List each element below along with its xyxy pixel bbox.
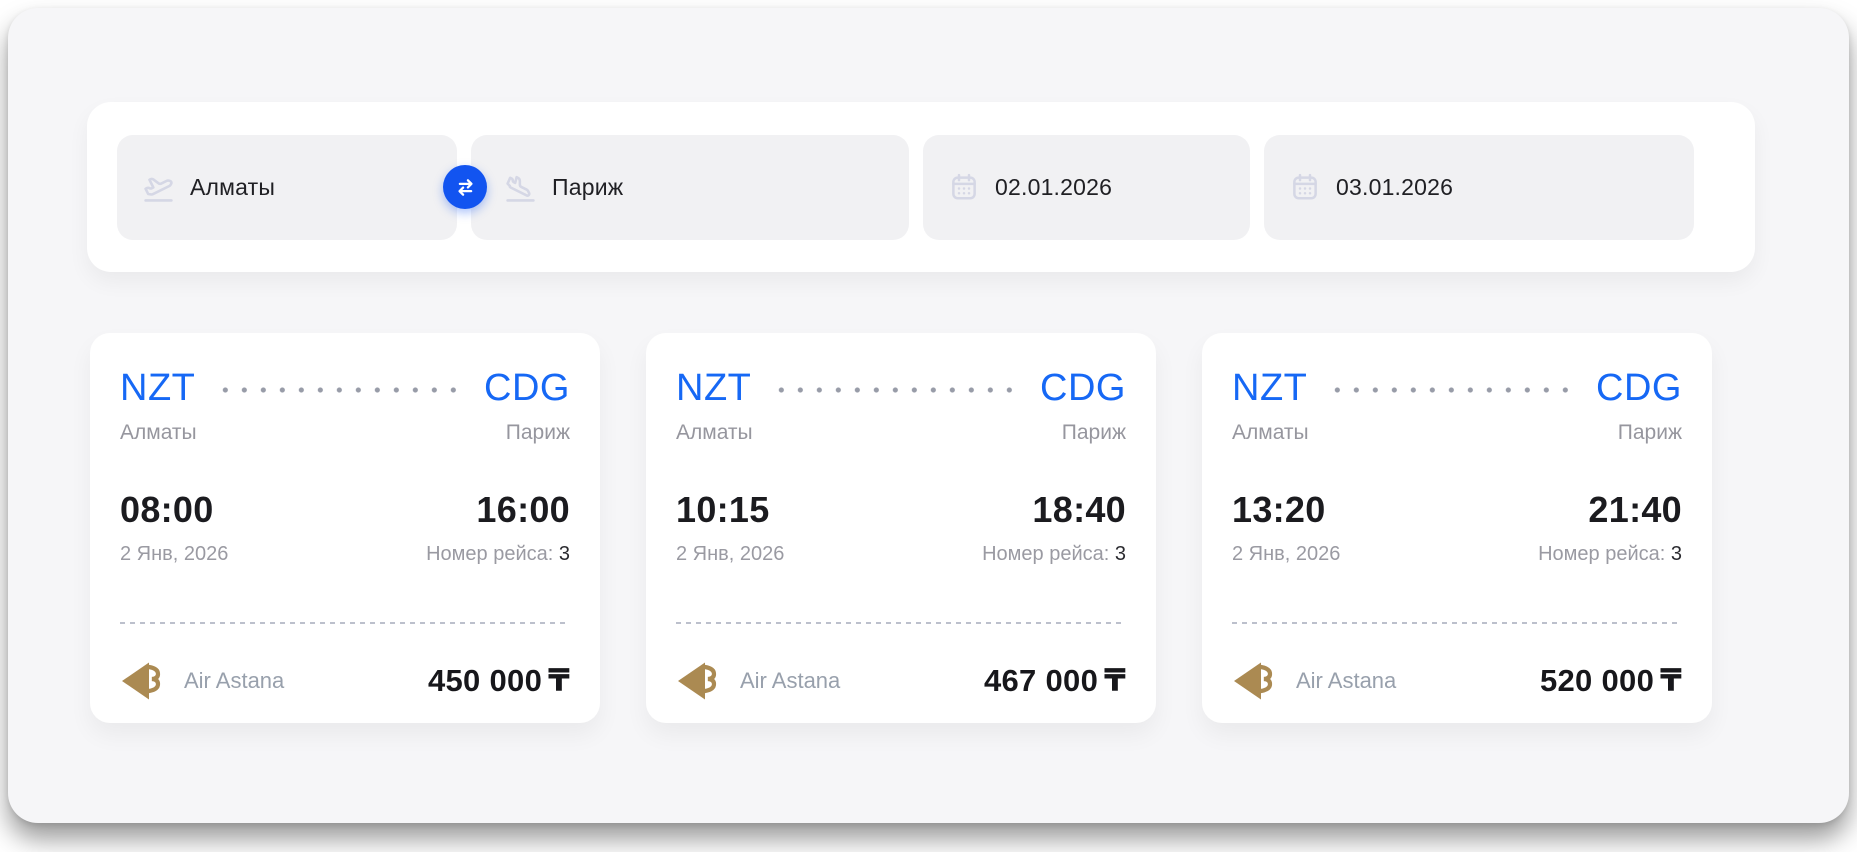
airline: Air Astana [676,659,840,703]
plane-takeoff-icon [143,172,174,203]
price-amount: 450 000 [427,663,543,698]
return-date-value: 03.01.2026 [1336,173,1454,200]
swap-button[interactable] [443,165,487,209]
flight-number-label: Номер рейса: [982,543,1110,565]
depart-date-field[interactable]: 02.01.2026 [923,134,1250,240]
arrival-time: 18:40 [1032,489,1126,530]
flight-number: Номер рейса: 3 [1538,543,1682,566]
destination-field[interactable]: Париж [471,134,909,240]
flight-card[interactable]: NZT CDG Алматы Париж 13:20 21:40 2 Янв, … [1202,333,1712,723]
currency-tenge: ₸ [548,663,570,699]
flight-number-value: 3 [1114,543,1126,565]
price: 520 000 ₸ [1540,663,1682,699]
price-amount: 520 000 [1539,663,1655,698]
card-divider [120,622,570,624]
flight-number-value: 3 [558,543,570,565]
card-divider [676,622,1126,624]
flight-card[interactable]: NZT CDG Алматы Париж 08:00 16:00 2 Янв, … [90,333,600,723]
departure-date: 2 Янв, 2026 [120,543,229,565]
currency-tenge: ₸ [1660,663,1682,699]
origin-city: Алматы [1232,421,1309,444]
arrival-time: 16:00 [476,489,570,530]
departure-time: 10:15 [676,489,770,530]
airline-name: Air Astana [740,668,841,693]
flight-number-label: Номер рейса: [1538,543,1666,565]
departure-date: 2 Янв, 2026 [1232,543,1341,565]
swap-icon [453,175,478,200]
destination-code: CDG [1040,367,1126,409]
arrival-time: 21:40 [1588,489,1682,530]
calendar-icon [949,172,979,202]
air-astana-logo-icon [676,659,724,703]
flight-number: Номер рейса: 3 [982,543,1126,566]
destination-code: CDG [1596,367,1682,409]
destination-value: Париж [552,173,624,200]
destination-city: Париж [505,421,570,444]
card-divider [1232,622,1682,624]
plane-landing-icon [505,172,536,203]
destination-code: CDG [484,367,570,409]
airline-name: Air Astana [1296,668,1397,693]
route-dots [771,387,1021,393]
flight-number: Номер рейса: 3 [426,543,570,566]
air-astana-logo-icon [120,659,168,703]
origin-field[interactable]: Алматы [117,134,457,240]
origin-code: NZT [120,367,196,409]
route-dots [215,387,465,393]
flight-results: NZT CDG Алматы Париж 08:00 16:00 2 Янв, … [90,333,1712,723]
airline-name: Air Astana [184,668,285,693]
departure-date: 2 Янв, 2026 [676,543,785,565]
currency-tenge: ₸ [1104,663,1126,699]
return-date-field[interactable]: 03.01.2026 [1264,134,1694,240]
destination-city: Париж [1061,421,1126,444]
airline: Air Astana [120,659,284,703]
route-dots [1327,387,1577,393]
air-astana-logo-icon [1232,659,1280,703]
airline: Air Astana [1232,659,1396,703]
origin-value: Алматы [190,173,276,200]
departure-time: 13:20 [1232,489,1326,530]
calendar-icon [1290,172,1320,202]
depart-date-value: 02.01.2026 [995,173,1113,200]
price: 450 000 ₸ [428,663,570,699]
flight-number-value: 3 [1670,543,1682,565]
origin-code: NZT [1232,367,1308,409]
origin-code: NZT [676,367,752,409]
price: 467 000 ₸ [984,663,1126,699]
page-container: Алматы Париж [8,8,1849,823]
price-amount: 467 000 [983,663,1099,698]
origin-city: Алматы [676,421,753,444]
destination-city: Париж [1617,421,1682,444]
flight-card[interactable]: NZT CDG Алматы Париж 10:15 18:40 2 Янв, … [646,333,1156,723]
flight-number-label: Номер рейса: [426,543,554,565]
origin-city: Алматы [120,421,197,444]
search-panel: Алматы Париж [87,102,1755,272]
departure-time: 08:00 [120,489,214,530]
